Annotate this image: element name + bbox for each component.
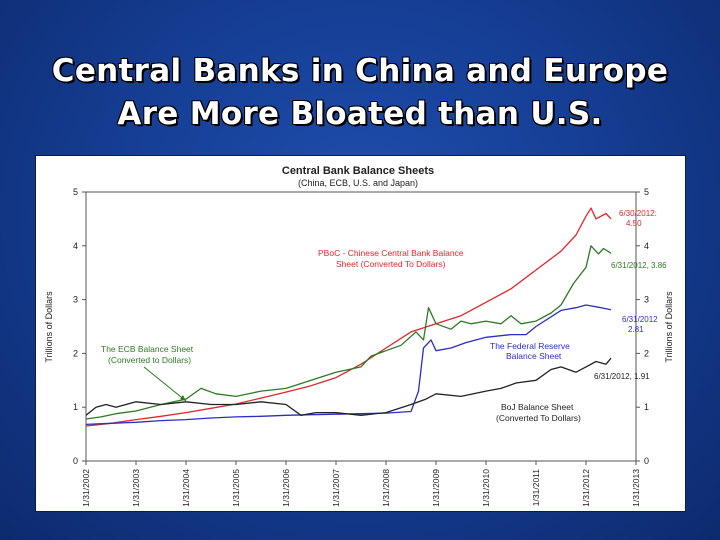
y-tick-label-left: 3 xyxy=(73,295,78,305)
y-tick-label-right: 4 xyxy=(644,241,649,251)
slide-title-line-2: Are More Bloated than U.S. xyxy=(117,96,603,132)
series-line-pboc xyxy=(85,207,612,427)
x-tick-label: 1/31/2007 xyxy=(331,469,341,507)
central-bank-chart: Central Bank Balance Sheets (China, ECB,… xyxy=(44,165,674,507)
x-tick-label: 1/31/2002 xyxy=(81,469,91,507)
pboc-end-label-1: 6/30/2012: xyxy=(619,209,657,218)
y-tick-label-right: 5 xyxy=(644,187,649,197)
y-tick-label-right: 1 xyxy=(644,402,649,412)
chart-title: Central Bank Balance Sheets xyxy=(282,165,434,177)
x-tick-label: 1/31/2005 xyxy=(231,469,241,507)
ecb-label-arrowhead xyxy=(180,395,186,401)
y-tick-label-left: 2 xyxy=(73,348,78,358)
pboc-end-label-2: 4.50 xyxy=(626,219,642,228)
slide-title-line-1: Central Banks in China and Europe xyxy=(51,53,669,89)
pboc-label-line-2: Sheet (Converted To Dollars) xyxy=(336,259,446,269)
x-tick-label: 1/31/2009 xyxy=(431,469,441,507)
y-tick-label-left: 1 xyxy=(73,402,78,412)
series-line-boj xyxy=(85,357,612,416)
y-axis-label-left: Trillions of Dollars xyxy=(44,291,54,363)
chart-subtitle: (China, ECB, U.S. and Japan) xyxy=(298,178,418,188)
x-tick-label: 1/31/2006 xyxy=(281,469,291,507)
ecb-label-arrow xyxy=(143,366,187,402)
fed-end-label-2: 2.81 xyxy=(628,325,644,334)
x-tick-label: 1/31/2004 xyxy=(181,469,191,507)
x-tick-label: 1/31/2013 xyxy=(631,469,641,507)
series-line-fed xyxy=(85,304,612,426)
ecb-label-line-1: The ECB Balance Sheet xyxy=(101,344,194,354)
fed-end-label-1: 6/31/2012 xyxy=(622,315,658,324)
y-tick-label-right: 0 xyxy=(644,456,649,466)
boj-label-line-2: (Converted To Dollars) xyxy=(496,413,581,423)
y-tick-label-right: 2 xyxy=(644,348,649,358)
fed-label-line-1: The Federal Reserve xyxy=(490,341,570,351)
boj-label-line-1: BoJ Balance Sheet xyxy=(501,402,574,412)
boj-end-label: 6/31/2012, 1.91 xyxy=(594,372,650,381)
y-axis-label-right: Trillions of Dollars xyxy=(664,291,674,363)
ecb-end-label: 6/31/2012, 3.86 xyxy=(611,261,667,270)
pboc-label-line-1: PBoC - Chinese Central Bank Balance xyxy=(318,248,464,258)
x-tick-label: 1/31/2010 xyxy=(481,469,491,507)
chart-frame: Central Bank Balance Sheets (China, ECB,… xyxy=(35,155,686,512)
x-tick-label: 1/31/2011 xyxy=(531,469,541,506)
y-tick-label-right: 3 xyxy=(644,295,649,305)
slide-title: Central Banks in China and Europe Are Mo… xyxy=(0,50,720,136)
series-line-ecb xyxy=(85,245,612,420)
y-tick-label-left: 0 xyxy=(73,456,78,466)
y-tick-label-left: 4 xyxy=(73,241,78,251)
y-tick-label-left: 5 xyxy=(73,187,78,197)
fed-label-line-2: Balance Sheet xyxy=(506,351,562,361)
x-tick-label: 1/31/2003 xyxy=(131,469,141,507)
x-tick-label: 1/31/2012 xyxy=(581,469,591,507)
plot-area-border xyxy=(85,191,637,462)
ecb-label-line-2: (Converted to Dollars) xyxy=(108,355,191,365)
x-tick-label: 1/31/2008 xyxy=(381,469,391,507)
